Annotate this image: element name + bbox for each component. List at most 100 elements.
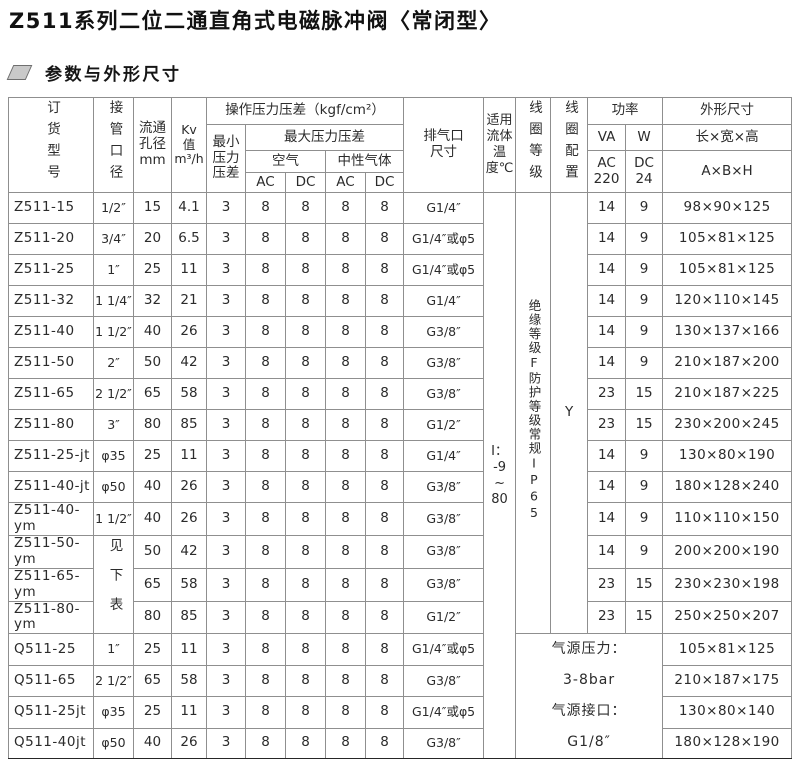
cell-air-ac: 8 <box>245 471 286 503</box>
cell-dims: 180×128×190 <box>662 727 793 759</box>
cell-air-ac: 8 <box>245 534 286 569</box>
cell-w: 15 <box>625 600 664 635</box>
cell-va: 14 <box>587 316 627 348</box>
cell-min-pressure: 3 <box>206 664 246 698</box>
cell-air-ac: 8 <box>245 192 286 224</box>
cell-neutral-ac: 8 <box>325 347 366 379</box>
cell-bore-see-below: 见下表 <box>93 534 134 635</box>
cell-w: 9 <box>625 285 664 317</box>
cell-model: Q511-25jt <box>8 696 94 729</box>
cell-exhaust: G1/2″ <box>403 409 485 441</box>
cell-bore: φ50 <box>93 471 134 503</box>
cell-air-ac: 8 <box>245 567 286 602</box>
col-header-air-ac: AC <box>245 172 286 193</box>
cell-air-dc: 8 <box>285 567 326 602</box>
table-row: Z511-50-ym 见下表 50 42 3 8 8 8 8 G3/8″ 14 … <box>8 534 793 635</box>
cell-bore: 1 1/2″ <box>93 316 134 348</box>
table-row: Z511-40-ym 1 1/2″ 40 26 3 8 8 8 8 G3/8″ … <box>8 502 793 536</box>
cell-air-ac: 8 <box>245 223 286 255</box>
cell-aperture: 32 <box>133 285 172 317</box>
section-heading-label: 参数与外形尺寸 <box>45 65 182 85</box>
cell-kv: 58 <box>171 567 207 602</box>
table-row: Z511-25 1″ 25 11 3 8 8 8 8 G1/4″或φ5 14 9… <box>8 254 793 286</box>
group-header-air: 空气 <box>245 150 326 173</box>
cell-min-pressure: 3 <box>206 534 246 569</box>
cell-neutral-dc: 8 <box>364 567 405 602</box>
cell-coil-grade: 绝缘等级F防护等级常规IP65 <box>515 191 552 635</box>
cell-kv: 4.1 <box>171 192 207 224</box>
cell-w: 9 <box>625 502 664 536</box>
cell-min-pressure: 3 <box>206 223 246 255</box>
cell-exhaust: G3/8″ <box>403 727 485 759</box>
col-header-ac220: AC 220 <box>587 150 627 193</box>
cell-dims: 210×187×225 <box>662 378 793 410</box>
group-header-max-pressure: 最大压力压差 <box>244 124 405 151</box>
cell-kv: 58 <box>171 378 207 410</box>
cell-min-pressure: 3 <box>206 378 246 410</box>
cell-exhaust: G3/8″ <box>403 378 485 410</box>
cell-air-dc: 8 <box>285 347 326 379</box>
cell-aperture: 65 <box>133 664 172 698</box>
cell-kv: 85 <box>171 600 207 635</box>
table-row: Z511-80 3″ 80 85 3 8 8 8 8 G1/2″ 23 15 2… <box>8 409 793 441</box>
group-header-power: 功率 <box>587 97 664 125</box>
table-row: Z511-40-jt φ50 40 26 3 8 8 8 8 G3/8″ 14 … <box>8 471 793 503</box>
cell-min-pressure: 3 <box>206 502 246 536</box>
cell-kv: 21 <box>171 285 207 317</box>
cell-dims: 130×80×190 <box>662 440 793 472</box>
cell-bore: 3/4″ <box>93 223 134 255</box>
table-row: Z511-25-jt φ35 25 11 3 8 8 8 8 G1/4″ 14 … <box>8 440 793 472</box>
cell-va: 14 <box>587 502 627 536</box>
table-row: Z511-65 2 1/2″ 65 58 3 8 8 8 8 G3/8″ 23 … <box>8 378 793 410</box>
cell-neutral-ac: 8 <box>325 440 366 472</box>
cell-aperture: 25 <box>133 696 172 729</box>
cell-neutral-ac: 8 <box>325 600 366 635</box>
cell-aperture: 40 <box>133 316 172 348</box>
cell-va: 23 <box>587 378 627 410</box>
col-header-kv: Kv 值 m³/h <box>171 97 207 193</box>
cell-exhaust: G1/4″或φ5 <box>403 633 485 666</box>
cell-neutral-ac: 8 <box>325 285 366 317</box>
cell-neutral-ac: 8 <box>325 664 366 698</box>
cell-dims: 98×90×125 <box>662 192 793 224</box>
cell-min-pressure: 3 <box>206 633 246 666</box>
cell-air-dc: 8 <box>285 534 326 569</box>
col-header-fluid-temp: 适用流体温度℃ <box>483 97 517 193</box>
cell-va: 14 <box>587 223 627 255</box>
cell-model: Q511-40jt <box>8 727 94 759</box>
cell-bore: φ50 <box>93 727 134 759</box>
cell-neutral-ac: 8 <box>325 534 366 569</box>
cell-neutral-ac: 8 <box>325 567 366 602</box>
col-header-bore: 接管口径 <box>93 97 134 193</box>
cell-air-dc: 8 <box>285 254 326 286</box>
cell-air-dc: 8 <box>285 192 326 224</box>
table-row: Z511-65-ym 65 58 3 8 8 8 8 G3/8″ 23 15 2… <box>8 567 793 602</box>
cell-exhaust: G1/4″ <box>403 285 485 317</box>
cell-kv: 11 <box>171 440 207 472</box>
cell-air-dc: 8 <box>285 471 326 503</box>
cell-va: 14 <box>587 471 627 503</box>
cell-air-dc: 8 <box>285 285 326 317</box>
cell-w: 9 <box>625 223 664 255</box>
cell-min-pressure: 3 <box>206 316 246 348</box>
cell-w: 15 <box>625 378 664 410</box>
table-row: Q511-65 2 1/2″ 65 58 3 8 8 8 8 G3/8″ 210… <box>8 664 793 698</box>
cell-model: Z511-65-ym <box>8 567 94 602</box>
cell-air-ac: 8 <box>245 600 286 635</box>
cell-min-pressure: 3 <box>206 440 246 472</box>
cell-min-pressure: 3 <box>206 254 246 286</box>
cell-min-pressure: 3 <box>206 567 246 602</box>
cell-model: Z511-40 <box>8 316 94 348</box>
cell-aperture: 65 <box>133 378 172 410</box>
cell-neutral-dc: 8 <box>364 502 405 536</box>
cell-aperture: 80 <box>133 409 172 441</box>
cell-dims: 230×230×198 <box>662 567 793 602</box>
cell-dims: 120×110×145 <box>662 285 793 317</box>
cell-min-pressure: 3 <box>206 347 246 379</box>
cell-min-pressure: 3 <box>206 192 246 224</box>
cell-kv: 11 <box>171 633 207 666</box>
cell-bore: φ35 <box>93 696 134 729</box>
cell-air-ac: 8 <box>245 316 286 348</box>
cell-neutral-dc: 8 <box>364 347 405 379</box>
